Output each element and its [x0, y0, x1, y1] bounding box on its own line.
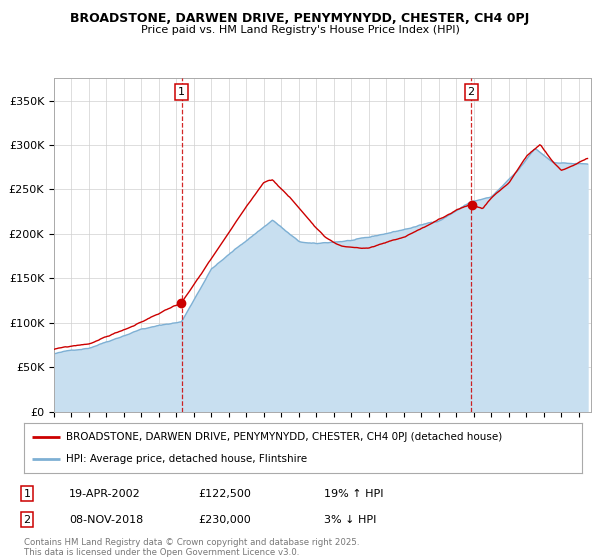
Text: BROADSTONE, DARWEN DRIVE, PENYMYNYDD, CHESTER, CH4 0PJ (detached house): BROADSTONE, DARWEN DRIVE, PENYMYNYDD, CH… — [66, 432, 502, 442]
Text: BROADSTONE, DARWEN DRIVE, PENYMYNYDD, CHESTER, CH4 0PJ: BROADSTONE, DARWEN DRIVE, PENYMYNYDD, CH… — [70, 12, 530, 25]
Text: 2: 2 — [23, 515, 31, 525]
Text: £230,000: £230,000 — [198, 515, 251, 525]
Text: 1: 1 — [178, 87, 185, 97]
Text: £122,500: £122,500 — [198, 489, 251, 499]
Text: 19-APR-2002: 19-APR-2002 — [69, 489, 141, 499]
Text: 08-NOV-2018: 08-NOV-2018 — [69, 515, 143, 525]
Text: 2: 2 — [467, 87, 475, 97]
Text: HPI: Average price, detached house, Flintshire: HPI: Average price, detached house, Flin… — [66, 454, 307, 464]
Text: 3% ↓ HPI: 3% ↓ HPI — [324, 515, 376, 525]
Text: Contains HM Land Registry data © Crown copyright and database right 2025.
This d: Contains HM Land Registry data © Crown c… — [24, 538, 359, 557]
Text: 1: 1 — [23, 489, 31, 499]
Text: 19% ↑ HPI: 19% ↑ HPI — [324, 489, 383, 499]
Text: Price paid vs. HM Land Registry's House Price Index (HPI): Price paid vs. HM Land Registry's House … — [140, 25, 460, 35]
